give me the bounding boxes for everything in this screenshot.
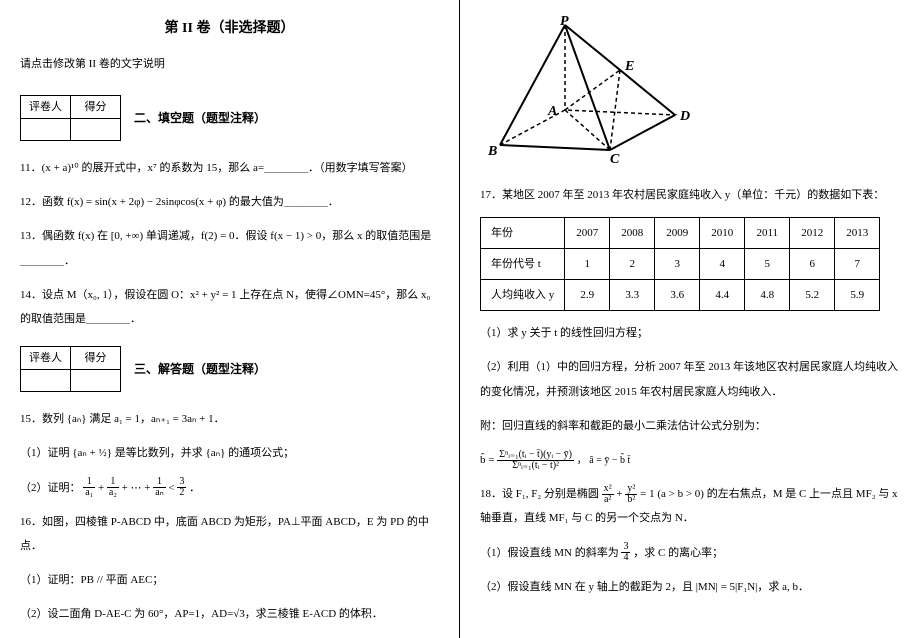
table-row: 人均纯收入 y2.93.33.64.44.85.25.9 [481, 280, 880, 311]
section-2-title: 二、填空题（题型注释） [134, 106, 266, 130]
section-3-header: 评卷人得分 三、解答题（题型注释） [20, 346, 439, 392]
frac-3-2: 32 [177, 477, 186, 498]
p18-1-right: ，求 C 的离心率； [633, 547, 723, 559]
frac-1-a2: 1a₂ [107, 477, 119, 498]
table-row: 年份代号 t1234567 [481, 249, 880, 280]
problem-15-1: （1）证明 {aₙ + ½} 是等比数列，并求 {aₙ} 的通项公式； [20, 441, 439, 465]
page-title: 第 II 卷（非选择题） [20, 15, 439, 43]
problem-17-2: （2）利用（1）中的回归方程，分析 2007 年至 2013 年该地区农村居民家… [480, 355, 900, 403]
table-row: 年份2007200820092010201120122013 [481, 218, 880, 249]
problem-16-2: （2）设二面角 D-AE-C 为 60°，AP=1，AD=√3，求三棱锥 E-A… [20, 602, 439, 626]
score-table-1: 评卷人得分 [20, 95, 121, 141]
svg-text:C: C [610, 152, 620, 165]
problem-12: 12．函数 f(x) = sin(x + 2φ) − 2sinφcos(x + … [20, 190, 439, 214]
problem-11: 11．(x + a)¹⁰ 的展开式中，x⁷ 的系数为 15，那么 a=＿＿＿＿．… [20, 156, 439, 180]
section-2-header: 评卷人得分 二、填空题（题型注释） [20, 95, 439, 141]
problem-16-1: （1）证明：PB // 平面 AEC； [20, 568, 439, 592]
regression-formula: b̂ = [480, 455, 494, 466]
svg-text:A: A [547, 104, 557, 119]
problem-17-3: 附：回归直线的斜率和截距的最小二乘法估计公式分别为： [480, 414, 900, 438]
frac-1-an: 1aₙ [153, 477, 165, 498]
frac-y2-b2: y²b² [625, 484, 637, 505]
regress-frac: Σⁿᵢ₌₁(tᵢ − t̄)(yᵢ − ȳ) Σⁿᵢ₌₁(tᵢ − t̄)² [497, 450, 574, 471]
problem-18: 18．设 F₁, F₂ 分别是椭圆 x²a² + y²b² = 1 (a > b… [480, 482, 900, 530]
a-hat-formula: ， â = ȳ − b̂ t̄ [577, 450, 631, 472]
problem-17: 17．某地区 2007 年至 2013 年农村居民家庭纯收入 y（单位：千元）的… [480, 183, 900, 207]
problem-14: 14．设点 M（x₀, 1），假设在圆 O：x² + y² = 1 上存在点 N… [20, 283, 439, 331]
p15-2-left: （2）证明： [20, 482, 81, 494]
section-3-title: 三、解答题（题型注释） [134, 357, 266, 381]
p18-1-left: （1）假设直线 MN 的斜率为 [480, 547, 621, 559]
grader-header: 评卷人 [21, 347, 71, 370]
problem-17-1: （1）求 y 关于 t 的线性回归方程； [480, 321, 900, 345]
empty-cell [71, 119, 121, 141]
score-table-2: 评卷人得分 [20, 346, 121, 392]
problem-17-4: b̂ = Σⁿᵢ₌₁(tᵢ − t̄)(yᵢ − ȳ) Σⁿᵢ₌₁(tᵢ − t… [480, 448, 900, 472]
pyramid-diagram: P E A D B C [480, 15, 900, 173]
problem-18-1: （1）假设直线 MN 的斜率为 34 ，求 C 的离心率； [480, 541, 900, 565]
frac-3-4: 34 [621, 542, 630, 563]
problem-18-2: （2）假设直线 MN 在 y 轴上的截距为 2，且 |MN| = 5|F₁N|，… [480, 575, 900, 599]
income-table: 年份2007200820092010201120122013 年份代号 t123… [480, 217, 880, 311]
problem-15-2: （2）证明： 1a₁ + 1a₂ + ⋯ + 1aₙ < 32 ． [20, 476, 439, 500]
grader-header: 评卷人 [21, 96, 71, 119]
empty-cell [21, 370, 71, 392]
instruction-text: 请点击修改第 II 卷的文字说明 [20, 53, 439, 75]
problem-13: 13．偶函数 f(x) 在 [0, +∞) 单调递减，f(2) = 0．假设 f… [20, 224, 439, 272]
score-header: 得分 [71, 347, 121, 370]
empty-cell [21, 119, 71, 141]
frac-x2-a2: x²a² [602, 484, 614, 505]
svg-text:D: D [679, 109, 690, 124]
svg-text:E: E [624, 59, 634, 74]
svg-text:P: P [560, 15, 569, 29]
frac-1-a1: 1a₁ [83, 477, 95, 498]
p15-2-right: ． [189, 482, 200, 494]
score-header: 得分 [71, 96, 121, 119]
p18-left: 18．设 F₁, F₂ 分别是椭圆 [480, 488, 602, 500]
problem-16: 16．如图，四棱锥 P-ABCD 中，底面 ABCD 为矩形，PA⊥平面 ABC… [20, 510, 439, 558]
empty-cell [71, 370, 121, 392]
svg-text:B: B [487, 144, 497, 159]
problem-15: 15．数列 {aₙ} 满足 a₁ = 1，aₙ₊₁ = 3aₙ + 1． [20, 407, 439, 431]
